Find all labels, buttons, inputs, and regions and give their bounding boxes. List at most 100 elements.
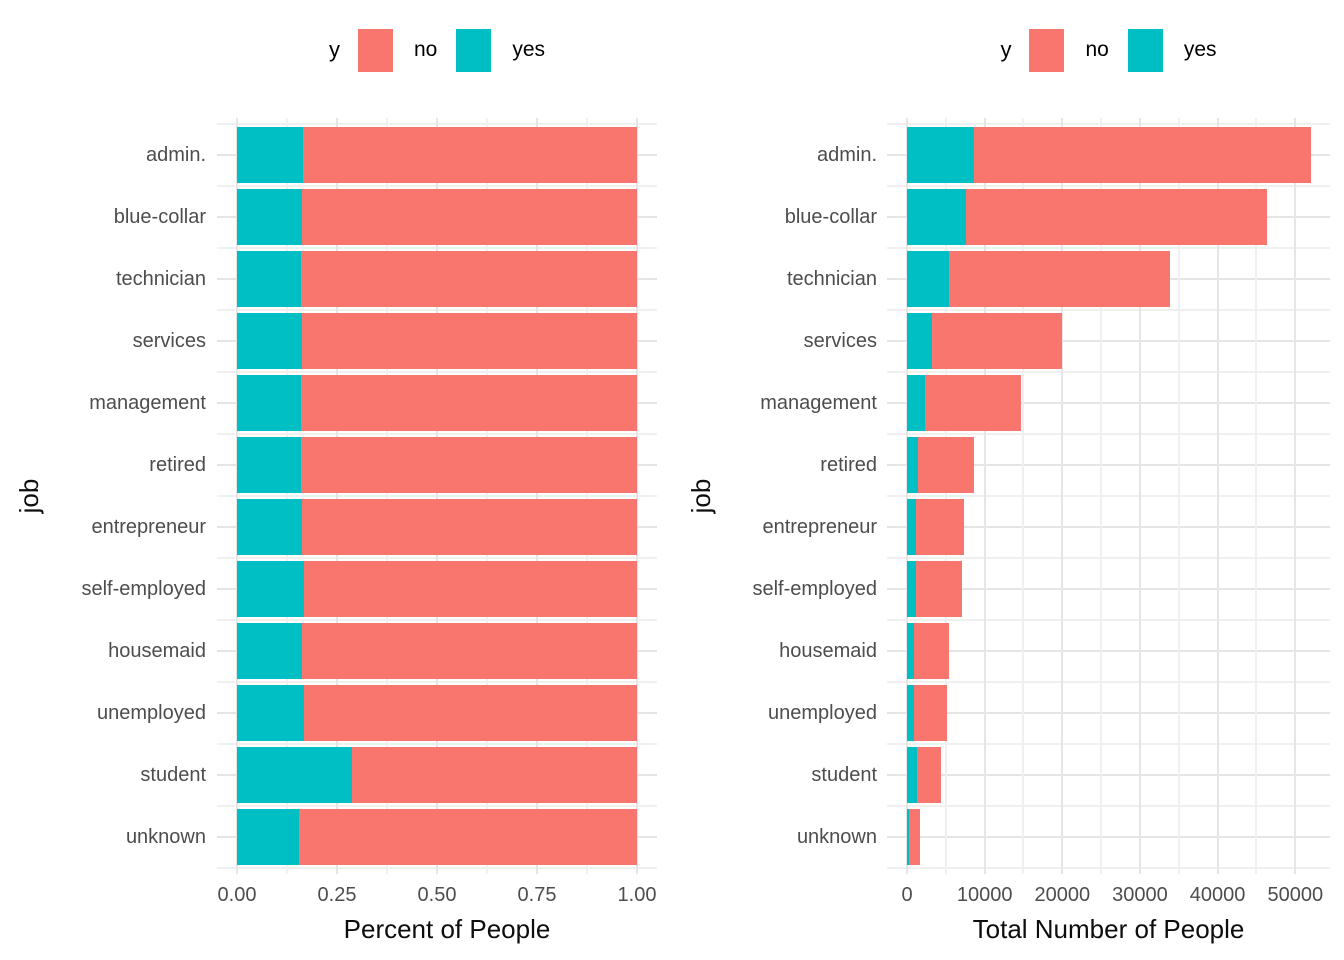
gridline-v-minor xyxy=(386,118,388,874)
y-tick-label-blue-collar: blue-collar xyxy=(113,206,206,228)
bar-segment-no-self-employed xyxy=(304,561,637,617)
bar-segment-yes-self-employed xyxy=(907,561,917,617)
gridline-h-minor xyxy=(217,123,657,125)
bar-segment-yes-unemployed xyxy=(907,685,914,741)
y-tick-label-housemaid: housemaid xyxy=(779,640,877,662)
gridline-h-major xyxy=(217,340,657,342)
gridline-h-major xyxy=(217,278,657,280)
x-tick-label-0.50: 0.50 xyxy=(417,884,457,906)
bar-segment-yes-student xyxy=(237,747,353,803)
bar-segment-yes-entrepreneur xyxy=(237,499,303,555)
gridline-h-minor xyxy=(887,123,1330,125)
bar-segment-no-management xyxy=(925,375,1022,431)
bar-segment-no-self-employed xyxy=(916,561,963,617)
x-tick-label-10000: 10000 xyxy=(956,884,1013,906)
bar-segment-no-blue-collar xyxy=(965,189,1267,245)
x-tick-label-50000: 50000 xyxy=(1267,884,1324,906)
bar-segment-no-retired xyxy=(917,437,974,493)
y-tick-label-services: services xyxy=(803,330,877,352)
gridline-v-major xyxy=(906,118,908,874)
legend-swatch-no xyxy=(357,28,393,72)
legend-label-yes: yes xyxy=(512,38,546,61)
gridline-h-minor xyxy=(887,805,1330,807)
y-tick-label-management: management xyxy=(89,392,206,414)
gridline-h-minor xyxy=(217,743,657,745)
gridline-h-major xyxy=(887,712,1330,714)
gridline-v-major xyxy=(436,118,438,874)
gridline-h-major xyxy=(887,340,1330,342)
y-tick-label-retired: retired xyxy=(149,454,206,476)
gridline-h-major xyxy=(217,774,657,776)
y-tick-label-unemployed: unemployed xyxy=(97,702,206,724)
x-tick-label-0.75: 0.75 xyxy=(517,884,557,906)
gridline-v-major xyxy=(1138,118,1141,874)
gridline-v-major xyxy=(983,118,986,874)
gridline-h-major xyxy=(887,278,1330,280)
gridline-h-minor xyxy=(887,433,1330,435)
bar-segment-no-student xyxy=(916,747,942,803)
x-tick-label-20000: 20000 xyxy=(1034,884,1091,906)
gridline-v-minor xyxy=(1255,118,1258,874)
gridline-h-major xyxy=(217,712,657,714)
x-tick-label-0: 0 xyxy=(901,884,913,906)
y-tick-label-housemaid: housemaid xyxy=(108,640,206,662)
bar-segment-no-blue-collar xyxy=(302,189,637,245)
gridline-h-major xyxy=(887,464,1330,466)
gridline-v-major xyxy=(636,118,638,874)
bar-segment-yes-unknown xyxy=(237,809,299,865)
x-tick-label-0.25: 0.25 xyxy=(317,884,357,906)
gridline-h-minor xyxy=(887,681,1330,683)
bar-segment-yes-blue-collar xyxy=(237,189,303,245)
gridline-v-major xyxy=(1061,118,1064,874)
y-tick-label-admin.: admin. xyxy=(145,144,206,166)
bar-segment-no-unemployed xyxy=(913,685,947,741)
y-axis-title-right: job xyxy=(685,478,716,514)
y-tick-label-management: management xyxy=(760,392,877,414)
bar-segment-no-services xyxy=(932,313,1062,369)
gridline-h-major xyxy=(887,402,1330,404)
bar-segment-yes-services xyxy=(907,313,933,369)
gridline-h-minor xyxy=(887,371,1330,373)
legend-item-no: no xyxy=(1029,28,1109,72)
y-tick-label-admin.: admin. xyxy=(816,144,877,166)
bar-segment-no-technician xyxy=(949,251,1171,307)
bar-segment-no-entrepreneur xyxy=(302,499,637,555)
gridline-h-major xyxy=(217,216,657,218)
legend-label-no: no xyxy=(413,38,438,61)
gridline-v-minor xyxy=(286,118,288,874)
gridline-h-major xyxy=(887,836,1330,838)
y-tick-label-technician: technician xyxy=(786,268,877,290)
bar-segment-yes-housemaid xyxy=(237,623,303,679)
y-tick-label-technician: technician xyxy=(115,268,206,290)
gridline-h-minor xyxy=(217,619,657,621)
legend-label-yes: yes xyxy=(1183,38,1217,61)
bar-segment-yes-unknown xyxy=(907,809,910,865)
gridline-h-minor xyxy=(887,557,1330,559)
gridline-h-minor xyxy=(217,805,657,807)
x-axis-title-left: Percent of People xyxy=(343,914,551,944)
bar-segment-no-retired xyxy=(301,437,637,493)
gridline-h-major xyxy=(887,774,1330,776)
y-tick-label-self-employed: self-employed xyxy=(752,578,877,600)
bar-segment-no-housemaid xyxy=(302,623,637,679)
gridline-h-minor xyxy=(887,867,1330,869)
legend-left: y no yes xyxy=(217,22,657,78)
gridline-h-major xyxy=(887,216,1330,218)
legend-right: y no yes xyxy=(887,22,1330,78)
x-tick-label-40000: 40000 xyxy=(1189,884,1246,906)
legend-title: y xyxy=(1000,37,1012,62)
bar-segment-no-student xyxy=(352,747,637,803)
gridline-h-major xyxy=(887,154,1330,156)
gridline-h-major xyxy=(217,836,657,838)
gridline-h-minor xyxy=(217,681,657,683)
y-tick-label-unknown: unknown xyxy=(125,826,206,848)
gridline-v-minor xyxy=(486,118,488,874)
gridline-h-minor xyxy=(217,309,657,311)
gridline-v-minor xyxy=(944,118,947,874)
y-tick-label-self-employed: self-employed xyxy=(81,578,206,600)
bar-segment-no-admin. xyxy=(303,127,637,183)
gridline-h-minor xyxy=(217,433,657,435)
gridline-h-minor xyxy=(887,309,1330,311)
gridline-h-major xyxy=(217,526,657,528)
